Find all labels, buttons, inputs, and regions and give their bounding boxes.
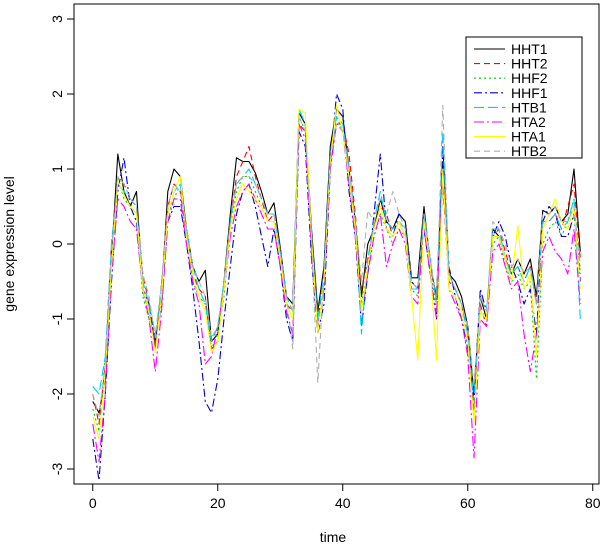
legend-label: HTB1 bbox=[511, 99, 547, 115]
legend-label: HHF1 bbox=[511, 85, 548, 101]
legend-label: HTA2 bbox=[511, 114, 546, 130]
series-line-htb2 bbox=[92, 104, 581, 418]
series-line-hta2 bbox=[92, 123, 581, 463]
y-tick-label: 2 bbox=[49, 90, 65, 98]
legend-box bbox=[465, 36, 583, 159]
series-line-hhf2 bbox=[92, 115, 581, 433]
x-tick-label: 0 bbox=[89, 495, 97, 511]
y-tick-label: 3 bbox=[49, 15, 65, 23]
y-tick-label: -1 bbox=[49, 313, 65, 326]
y-tick-label: 0 bbox=[49, 240, 65, 248]
x-axis-label: time bbox=[320, 529, 347, 545]
x-tick-label: 20 bbox=[210, 495, 226, 511]
y-tick-label: -3 bbox=[49, 463, 65, 476]
y-tick-label: -2 bbox=[49, 388, 65, 401]
y-axis-label: gene expression level bbox=[1, 176, 17, 311]
legend-label: HHF2 bbox=[511, 70, 548, 86]
x-tick-label: 40 bbox=[335, 495, 351, 511]
legend-label: HHT1 bbox=[511, 41, 548, 57]
y-tick-label: 1 bbox=[49, 165, 65, 173]
legend-label: HHT2 bbox=[511, 56, 548, 72]
series-line-hht2 bbox=[92, 123, 581, 425]
legend-label: HTA1 bbox=[511, 129, 546, 145]
x-tick-label: 60 bbox=[460, 495, 476, 511]
series-line-hta1 bbox=[92, 104, 581, 440]
legend-label: HTB2 bbox=[511, 143, 547, 159]
tick-group: 0 20 40 60 80 -3 -2 -1 0 1 2 3 bbox=[49, 15, 600, 511]
series-lines bbox=[92, 93, 581, 481]
series-line-hhf1 bbox=[92, 93, 581, 481]
x-tick-label: 80 bbox=[585, 495, 600, 511]
